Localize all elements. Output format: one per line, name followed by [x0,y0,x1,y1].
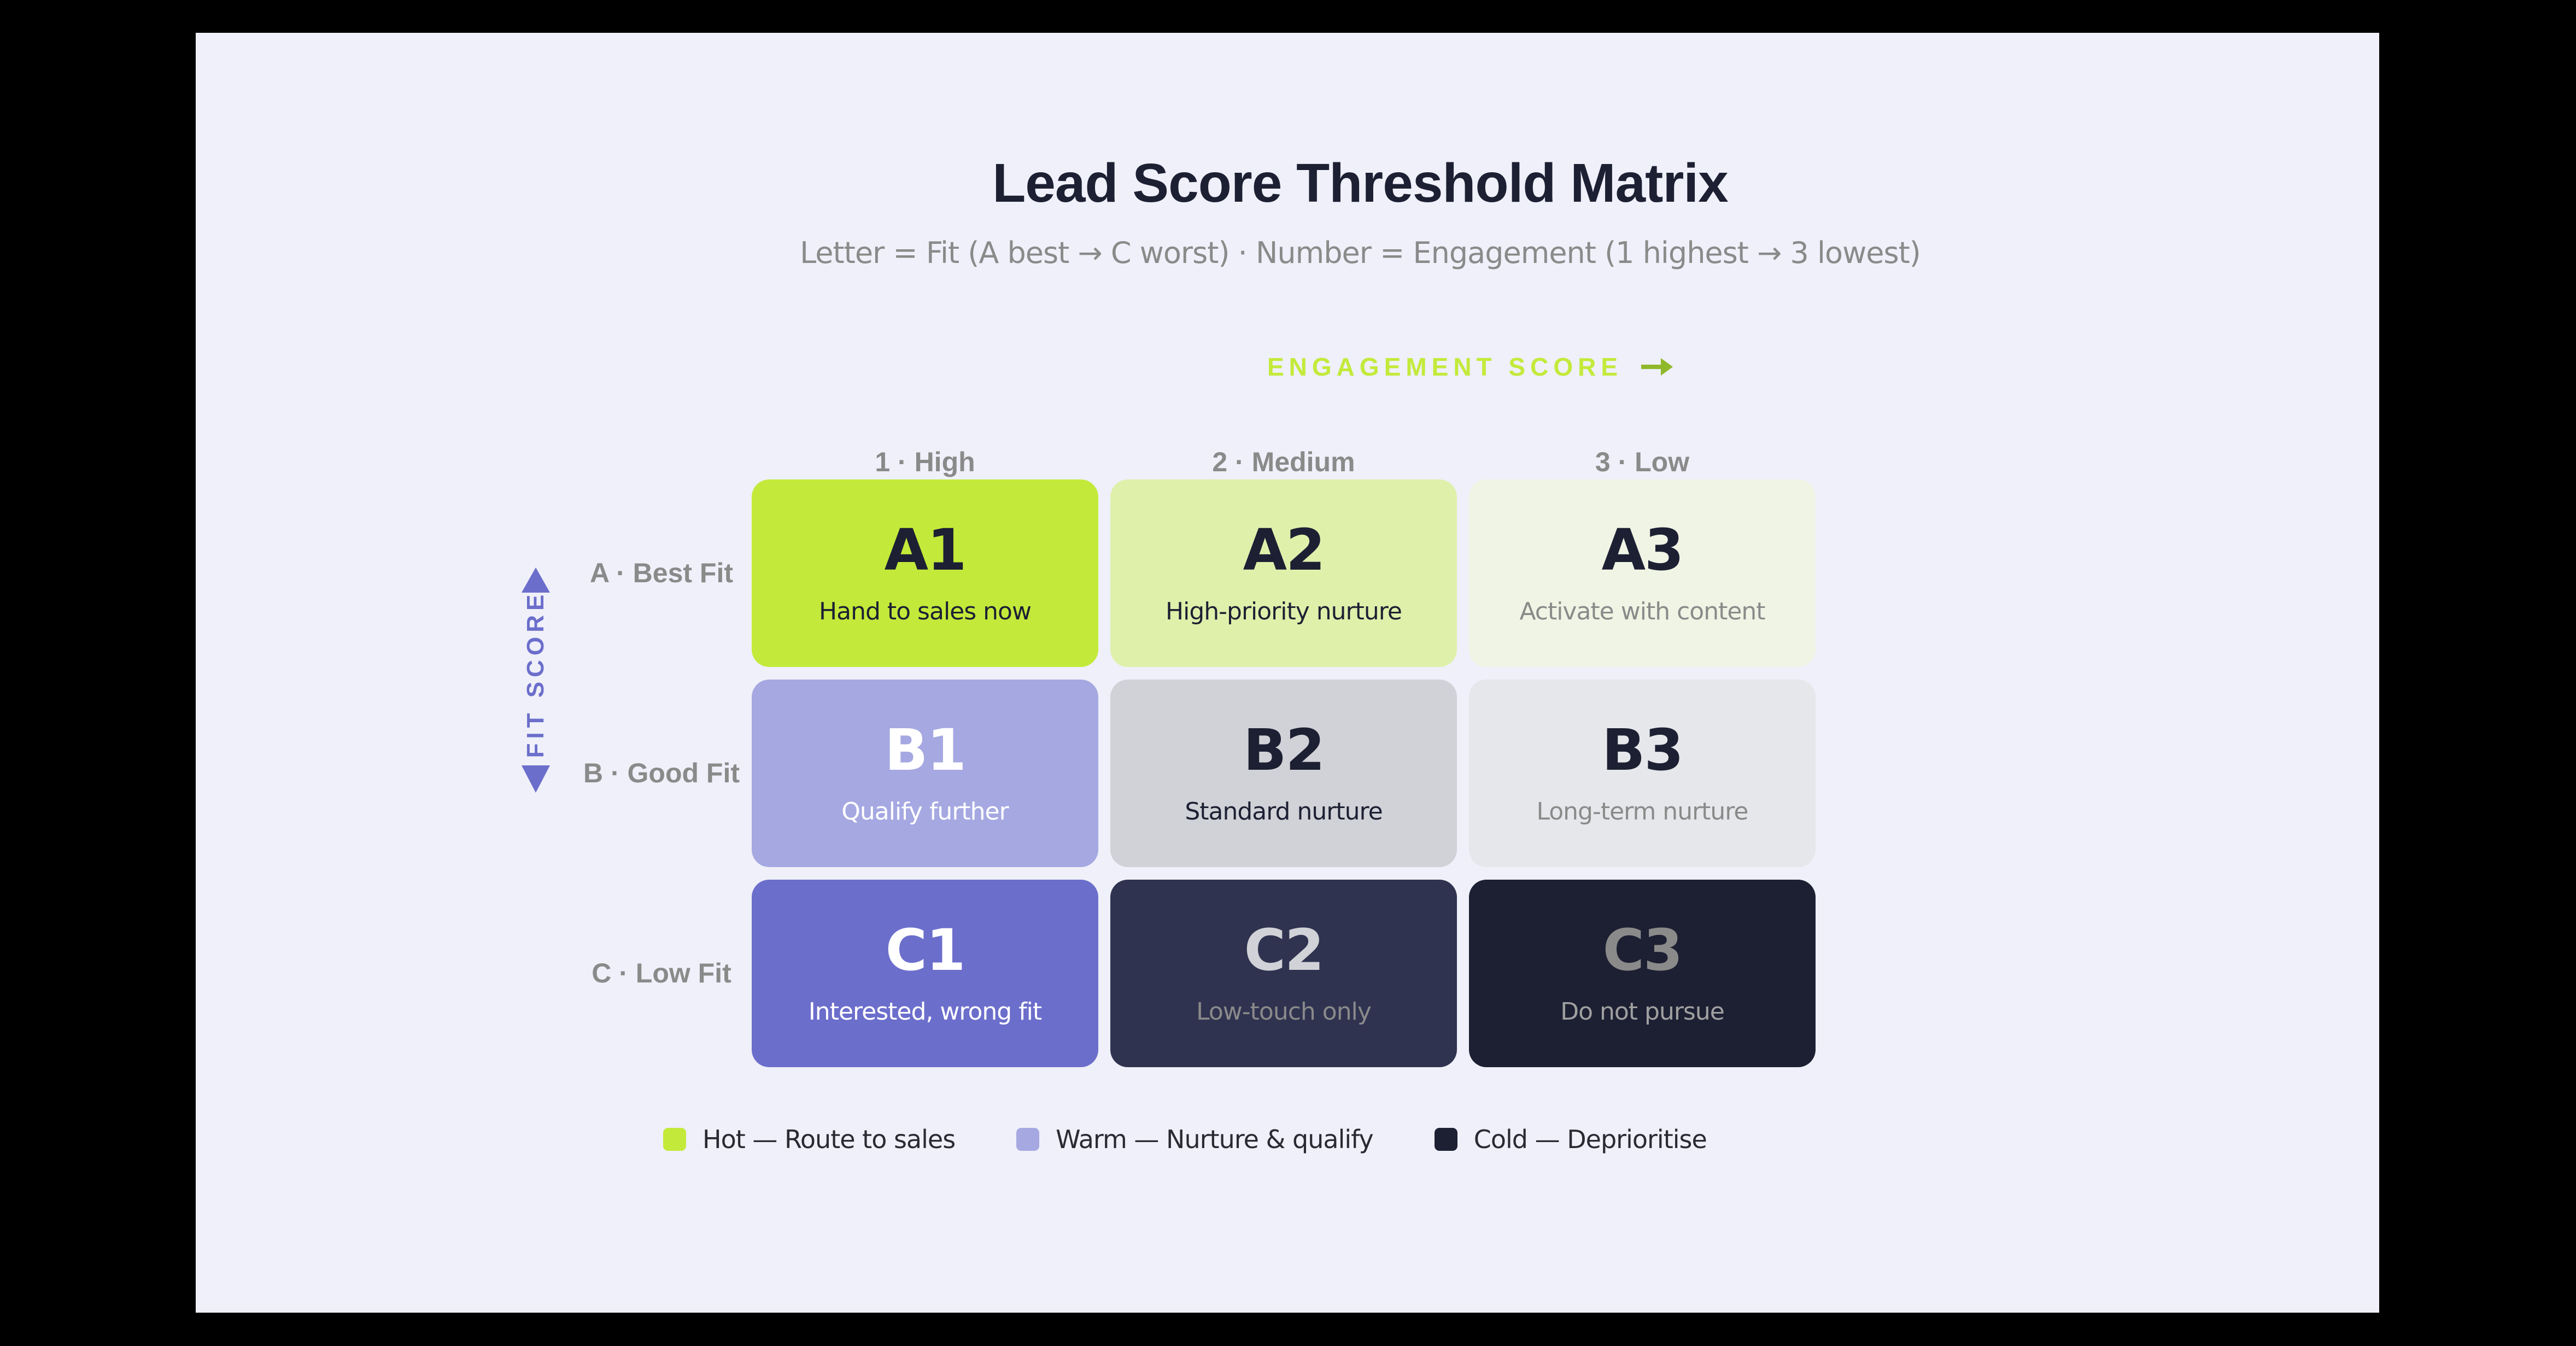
engagement-axis: ENGAGEMENT SCORE [1234,350,1706,384]
column-header-high: 1 · High [875,447,975,477]
cell-c1[interactable]: C1 Interested, wrong fit [752,880,1098,1067]
cell-action: Do not pursue [1560,997,1725,1026]
engagement-axis-label: ENGAGEMENT SCORE [1267,353,1623,381]
fit-score-axis-label: FIT SCORE [522,590,549,758]
cell-a1[interactable]: A1 Hand to sales now [752,479,1098,667]
triangle-up-icon [522,567,550,593]
cold-swatch-icon [1434,1128,1457,1151]
cell-code: B1 [885,716,967,783]
page-title: Lead Score Threshold Matrix [992,153,1729,214]
page-subtitle: Letter = Fit (A best → C worst) · Number… [800,236,1921,270]
fit-score-axis: FIT SCORE [514,563,558,798]
cell-code: A1 [884,516,967,583]
cell-action: Standard nurture [1185,797,1383,826]
cell-action: Hand to sales now [819,597,1032,625]
hot-swatch-icon [663,1128,686,1151]
cell-b2[interactable]: B2 Standard nurture [1110,680,1457,867]
cell-action: Activate with content [1519,597,1765,625]
cell-action: Long-term nurture [1536,797,1748,826]
column-header-low: 3 · Low [1595,447,1690,477]
legend-item-hot: Hot — Route to sales [663,1123,956,1156]
legend-label: Cold — Deprioritise [1473,1125,1707,1154]
column-header-medium: 2 · Medium [1212,447,1355,477]
cell-code: C1 [885,916,966,984]
cell-b3[interactable]: B3 Long-term nurture [1469,680,1816,867]
warm-swatch-icon [1016,1128,1040,1151]
cell-c2[interactable]: C2 Low-touch only [1110,880,1457,1067]
triangle-down-icon [522,765,550,793]
cell-a2[interactable]: A2 High-priority nurture [1110,479,1457,667]
legend: Hot — Route to sales Warm — Nurture & qu… [663,1123,1768,1156]
cell-code: A2 [1243,516,1326,583]
cell-code: B3 [1602,716,1684,783]
cell-code: A3 [1601,516,1684,583]
cell-action: High-priority nurture [1166,597,1402,625]
legend-label: Hot — Route to sales [702,1125,956,1154]
cell-code: B2 [1243,716,1325,783]
legend-item-cold: Cold — Deprioritise [1434,1123,1707,1156]
cell-code: C3 [1602,916,1683,984]
legend-label: Warm — Nurture & qualify [1056,1125,1374,1154]
cell-code: C2 [1244,916,1325,984]
legend-item-warm: Warm — Nurture & qualify [1016,1123,1374,1156]
cell-a3[interactable]: A3 Activate with content [1469,479,1816,667]
row-label-low-fit: C · Low Fit [592,958,731,988]
arrow-right-icon [1641,358,1673,376]
cell-b1[interactable]: B1 Qualify further [752,680,1098,867]
cell-action: Low-touch only [1196,997,1372,1026]
row-label-good-fit: B · Good Fit [583,758,740,788]
cell-c3[interactable]: C3 Do not pursue [1469,880,1816,1067]
cell-action: Qualify further [841,797,1009,826]
row-label-best-fit: A · Best Fit [589,558,734,588]
cell-action: Interested, wrong fit [808,997,1042,1026]
matrix-canvas: Lead Score Threshold Matrix Letter = Fit… [196,33,2379,1313]
